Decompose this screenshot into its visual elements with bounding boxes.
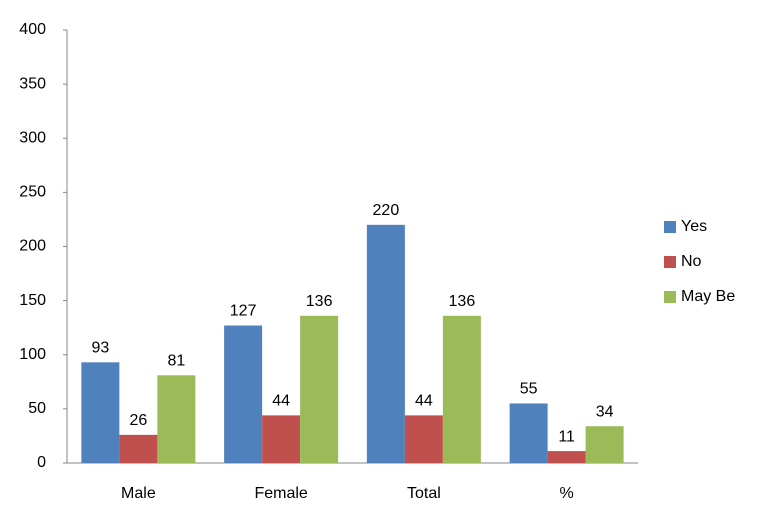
data-label: 11 [558, 428, 575, 445]
data-label: 93 [91, 340, 109, 357]
bar [366, 224, 405, 463]
bar [442, 315, 481, 463]
x-tick-label: Female [254, 485, 307, 502]
bar [509, 403, 548, 463]
data-label: 34 [596, 403, 614, 420]
bar [300, 315, 339, 463]
data-label: 136 [449, 293, 476, 310]
data-label: 44 [272, 393, 290, 410]
x-tick-label: Total [407, 485, 441, 502]
x-tick-label: % [560, 485, 574, 502]
data-label: 136 [306, 293, 333, 310]
bar [119, 434, 158, 463]
data-label: 220 [373, 202, 400, 219]
data-label: 26 [129, 412, 147, 429]
data-label: 81 [167, 353, 185, 370]
bar [81, 362, 120, 463]
legend-label: No [681, 253, 702, 270]
data-label: 44 [415, 393, 433, 410]
bar [262, 415, 301, 463]
legend-label: Yes [681, 218, 707, 235]
y-tick-label: 100 [19, 346, 46, 363]
data-label: 127 [230, 303, 257, 320]
bar [224, 325, 263, 463]
bar [157, 375, 196, 463]
legend-swatch [664, 221, 676, 233]
y-tick-label: 400 [19, 21, 46, 38]
data-label: 55 [520, 381, 538, 398]
y-tick-label: 250 [19, 184, 46, 201]
bar [547, 451, 586, 463]
x-tick-label: Male [121, 485, 156, 502]
y-tick-label: 300 [19, 129, 46, 146]
y-tick-label: 0 [37, 454, 46, 471]
y-tick-label: 50 [28, 400, 46, 417]
legend-label: May Be [681, 288, 735, 305]
legend-swatch [664, 256, 676, 268]
y-tick-label: 200 [19, 238, 46, 255]
bar [404, 415, 443, 463]
bar [585, 426, 624, 463]
y-tick-label: 150 [19, 292, 46, 309]
y-tick-label: 350 [19, 75, 46, 92]
legend-swatch [664, 291, 676, 303]
